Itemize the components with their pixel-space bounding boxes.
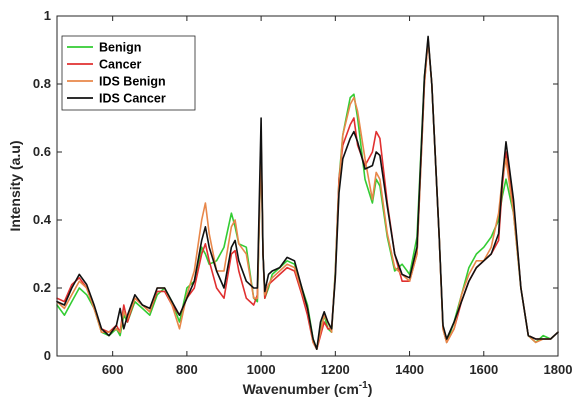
axes-box (56, 15, 559, 357)
series-layer (56, 35, 559, 351)
x-axis: 600 800 1000 1200 1400 1600 1800 (102, 16, 573, 377)
x-tick-label: 1400 (395, 362, 424, 377)
x-axis-label: Wavenumber (cm-1) (243, 380, 373, 397)
y-axis: 0 0.2 0.4 0.6 0.8 1 (33, 8, 558, 363)
y-axis-label: Intensity (a.u) (7, 140, 23, 231)
x-tick-label: 1000 (247, 362, 276, 377)
x-tick-label: 1800 (544, 362, 573, 377)
legend-label-ids-cancer: IDS Cancer (99, 92, 166, 106)
y-tick-label: 0.6 (33, 144, 51, 159)
legend-label-cancer: Cancer (99, 58, 142, 72)
legend-label-benign: Benign (99, 41, 141, 55)
x-axis-label-close: ) (368, 381, 373, 397)
x-tick-label: 800 (176, 362, 198, 377)
x-tick-label: 600 (102, 362, 124, 377)
y-tick-label: 0 (44, 348, 51, 363)
x-tick-label: 1200 (321, 362, 350, 377)
y-tick-label: 0.8 (33, 76, 51, 91)
y-tick-label: 1 (44, 8, 51, 23)
y-tick-label: 0.4 (33, 212, 52, 227)
legend: Benign Cancer IDS Benign IDS Cancer (61, 35, 196, 111)
x-tick-label: 1600 (469, 362, 498, 377)
y-tick-label: 0.2 (33, 280, 51, 295)
series-line-ids-cancer (56, 35, 559, 351)
x-axis-label-main: Wavenumber (cm (243, 381, 359, 397)
legend-label-ids-benign: IDS Benign (99, 75, 166, 89)
x-axis-label-sup: -1 (359, 380, 368, 391)
series-line-ids-benign (56, 38, 559, 351)
